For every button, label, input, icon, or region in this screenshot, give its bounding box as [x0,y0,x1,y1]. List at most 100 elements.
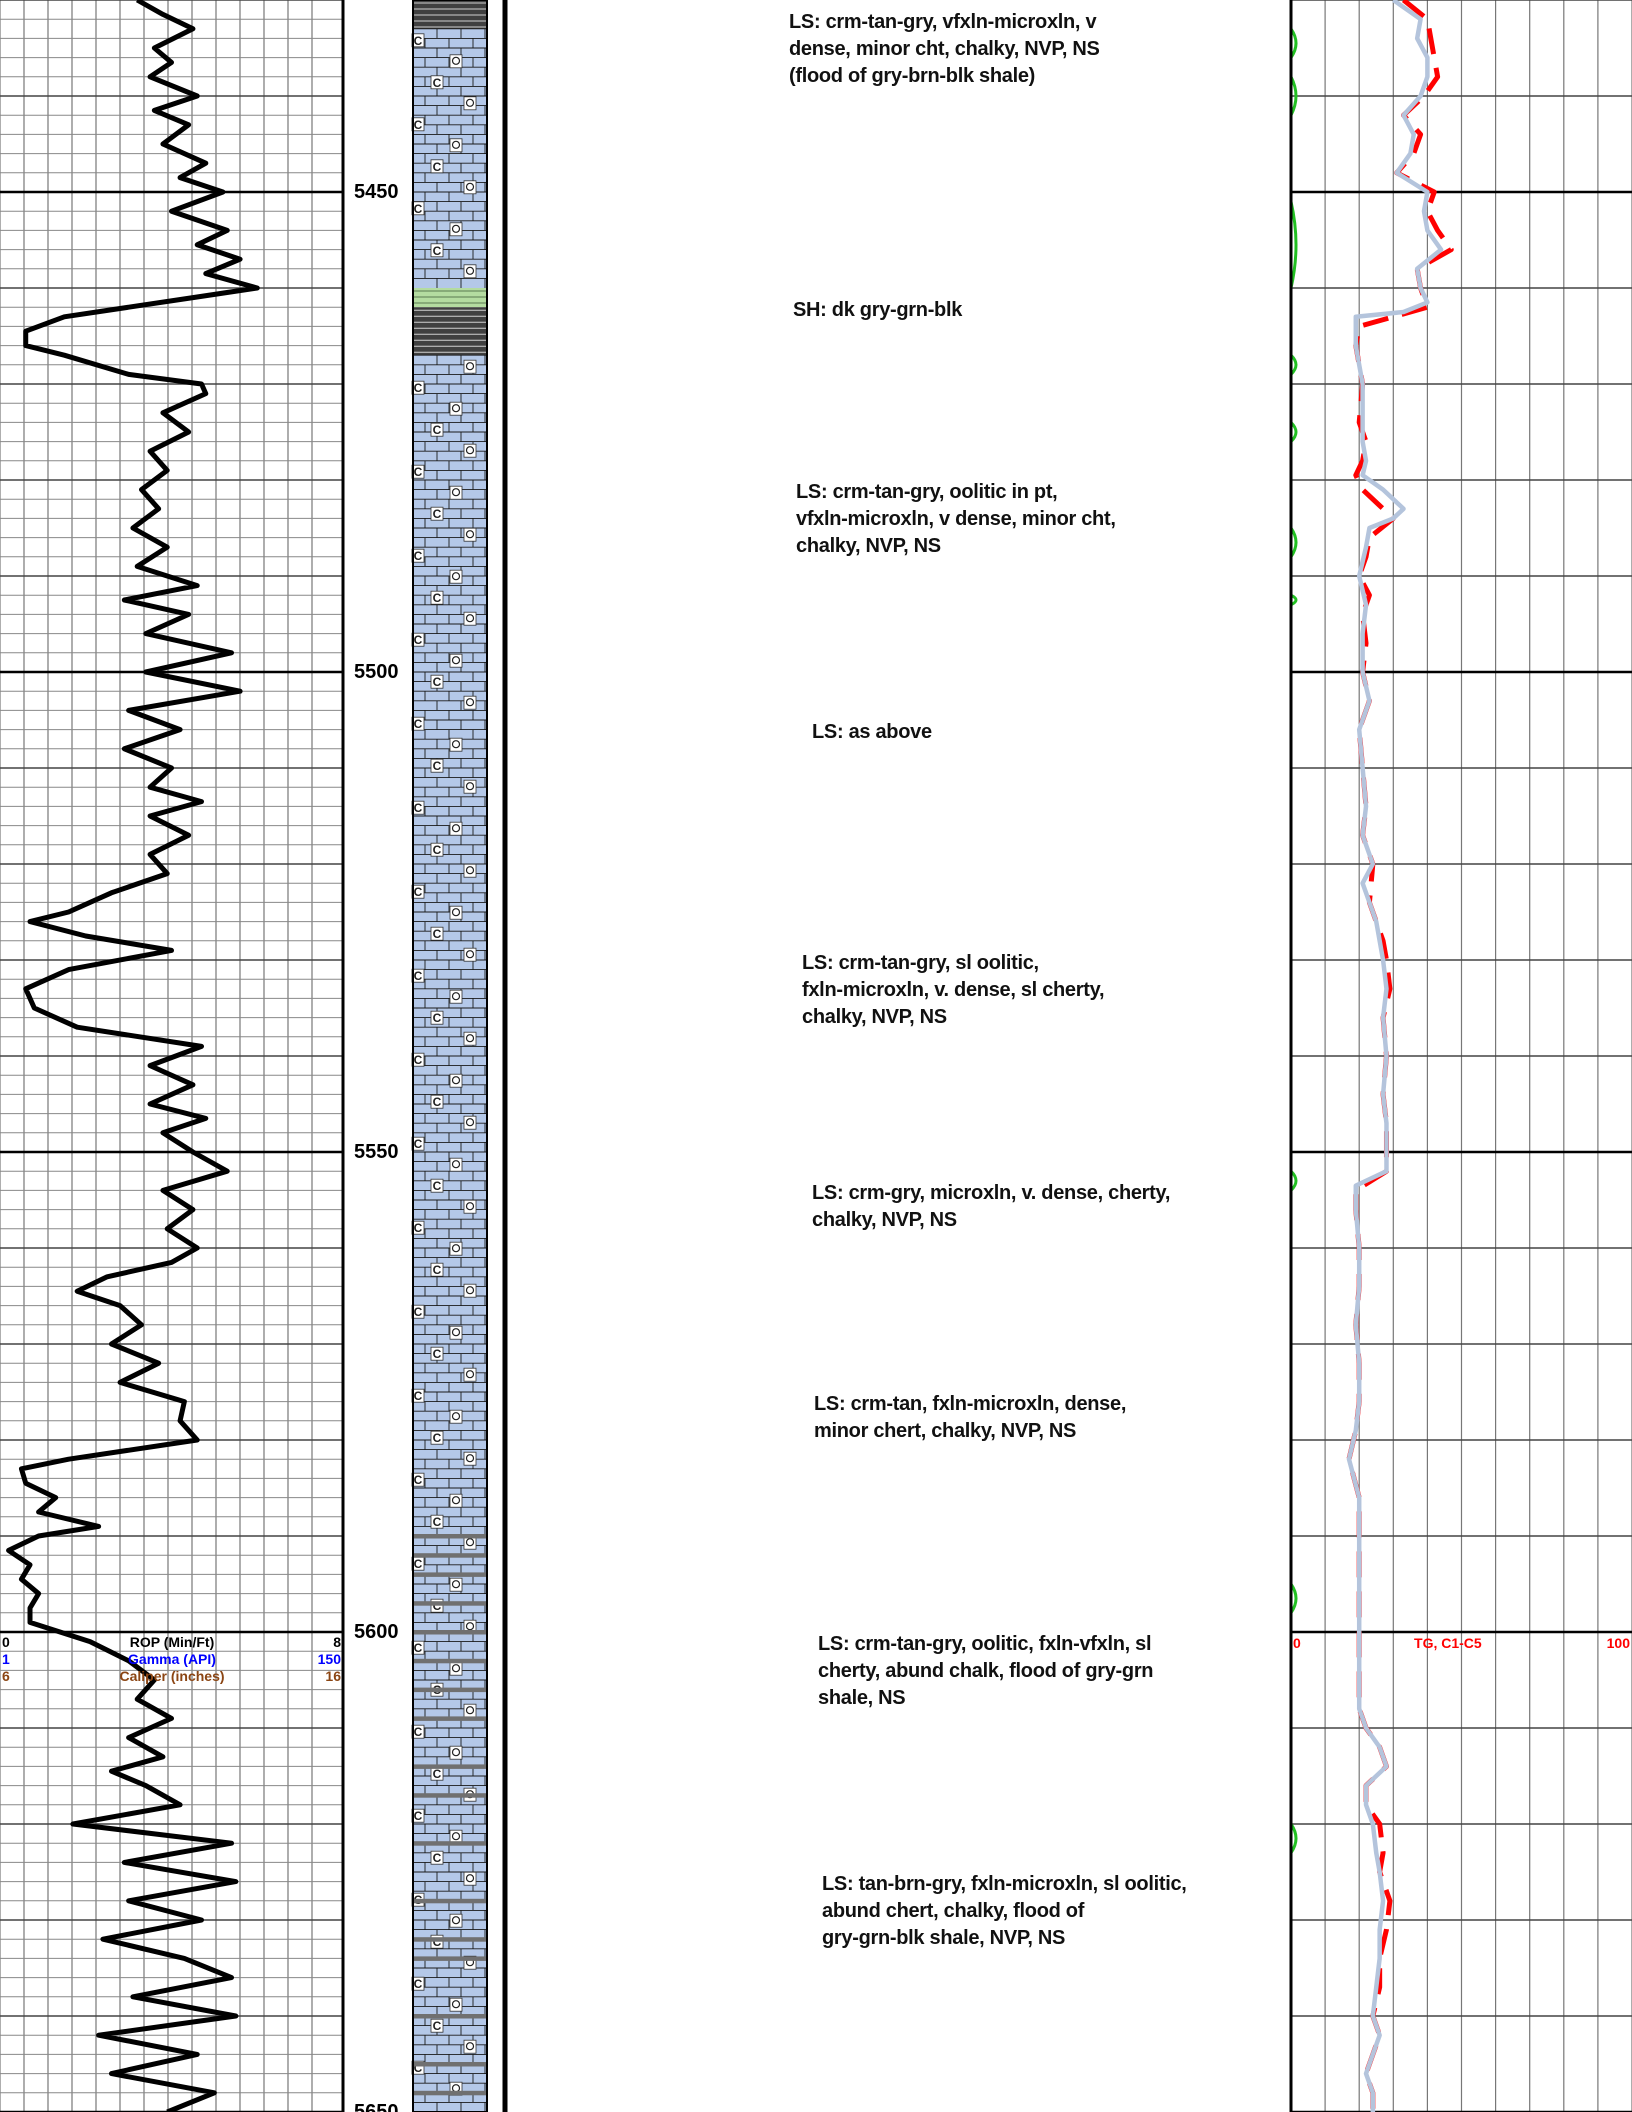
lithology-chalk-symbol: C [414,1389,423,1403]
lithology-symbol-box [430,926,444,941]
track3-grid [1290,0,1632,2112]
lithology-description: SH: dk gry-grn-blk [793,298,963,321]
track1-scale-min: 1 [2,1651,10,1667]
lithology-oolite-symbol [451,488,461,497]
lithology-chalk-symbol: C [433,1179,442,1193]
lithology-oolite-symbol [465,1538,475,1547]
lithology-chalk-symbol: C [414,801,423,815]
lithology-shale-streak [413,2014,487,2019]
depth-label: 5550 [354,1141,399,1163]
lithology-oolite-symbol [451,908,461,917]
lithology-chalk-symbol: C [414,549,423,563]
track1-scale-name: Gamma (API) [128,1651,216,1667]
lithology-chalk-symbol: C [414,1053,423,1067]
track1-scale-min: 0 [2,1634,10,1650]
lithology-chalk-symbol: C [433,423,442,437]
lithology-oolite-symbol [465,1706,475,1715]
series-layer [6,0,1454,2112]
track1-scale-min: 6 [2,1668,10,1684]
lithology-shale-streak [413,1956,487,1961]
lithology-oolite-symbol [451,404,461,413]
lithology-symbol-box [430,2018,444,2033]
lithology-interval-shale [413,0,487,29]
gas-trace-green [1289,201,1298,289]
lithology-oolite-symbol [451,992,461,1001]
lithology-chalk-symbol: C [414,717,423,731]
lithology-chalk-symbol: C [414,1473,423,1487]
lithology-chalk-symbol: C [433,1515,442,1529]
track1-scale-max: 16 [325,1668,341,1684]
depth-label: 5450 [354,181,399,203]
lithology-chalk-symbol: C [414,118,423,132]
track3-scale-name: TG, C1-C5 [1414,1635,1482,1651]
lithology-chalk-symbol: C [414,1809,423,1823]
lithology-oolite-symbol [451,1244,461,1253]
lithology-description: LS: crm-tan-gry, vfxln-microxln, v dense… [789,10,1100,87]
lithology-oolite-symbol [451,656,461,665]
lithology-symbol-box [430,422,444,437]
lithology-symbol-box [430,75,444,90]
lithology-oolite-symbol [465,1202,475,1211]
lithology-chalk-symbol: C [414,969,423,983]
lithology-oolite-symbol [465,362,475,371]
lithology-symbol-box [430,1010,444,1025]
lithology-symbol-box [430,159,444,174]
lithology-description: LS: crm-gry, microxln, v. dense, cherty,… [812,1182,1171,1231]
lithology-chalk-symbol: C [433,1935,442,1949]
lithology-oolite-symbol [465,614,475,623]
lithology-chalk-symbol: C [414,1725,423,1739]
rop-curve [6,0,260,2112]
lithology-oolite-symbol [451,1496,461,1505]
lithology-chalk-symbol: C [414,465,423,479]
lithology-interval-shale [413,307,487,356]
lithology-oolite-symbol [465,530,475,539]
depth-label: 5600 [354,1621,399,1643]
lithology-symbol-box [430,506,444,521]
lithology-chalk-symbol: C [433,759,442,773]
lithology-shale-streak [413,1630,487,1635]
lithology-shale-streak [413,1716,487,1721]
lithology-oolite-symbol [465,182,475,191]
lithology-chalk-symbol: C [414,381,423,395]
lithology-chalk-symbol: C [433,1851,442,1865]
lithology-description: LS: crm-tan-gry, oolitic, fxln-vfxln, sl… [818,1633,1154,1710]
lithology-chalk-symbol: C [414,1557,423,1571]
lithology-symbol-box [430,1346,444,1361]
lithology-chalk-symbol: C [433,76,442,90]
lithology-oolite-symbol [465,1622,475,1631]
lithology-oolite-symbol [451,140,461,149]
lithology-symbol-box [430,674,444,689]
lithology-description: LS: as above [812,721,932,744]
lithology-chalk-symbol: C [433,507,442,521]
lithology-oolite-symbol [451,1328,461,1337]
lithology-oolite-symbol [465,782,475,791]
lithology-shale-streak [413,2062,487,2067]
lithology-chalk-symbol: C [433,244,442,258]
lithology-oolite-symbol [465,1874,475,1883]
track1-scale-name: Caliper (inches) [119,1668,224,1684]
lithology-symbol-box [430,842,444,857]
lithology-oolite-symbol [465,1118,475,1127]
lithology-oolite-symbol [451,224,461,233]
lithology-shale-streak [413,1687,487,1693]
lithology-oolite-symbol [465,950,475,959]
lithology-description: LS: tan-brn-gry, fxln-microxln, sl oolit… [822,1873,1187,1950]
lithology-shale-streak [413,1793,487,1798]
lithology-oolite-symbol [465,2042,475,2051]
lithology-shale-streak [413,1601,487,1606]
lithology-chalk-symbol: C [414,1641,423,1655]
labels-layer: 5450 5500 5550 5600 5650 0 ROP (Min/Ft) 8 1 Gamma… [2,181,1630,2112]
lithology-oolite-symbol [451,1160,461,1169]
lithology-oolite-symbol [465,98,475,107]
track1-scale-name: ROP (Min/Ft) [130,1634,215,1650]
track1-scale-max: 150 [318,1651,342,1667]
lithology-oolite-symbol [465,698,475,707]
lithology-chalk-symbol: C [433,1263,442,1277]
lithology-shale-streak [413,1534,487,1539]
lithology-column: C C C C C C C C C C C C C C C C C C C C C C C C C C C C C C C C C C C C C C C C… [411,0,488,2112]
track1-scale-max: 8 [333,1634,341,1650]
lithology-symbol-box [430,1262,444,1277]
lithology-chalk-symbol: C [433,1347,442,1361]
lithology-symbol-box [430,1850,444,1865]
lithology-chalk-symbol: C [433,927,442,941]
